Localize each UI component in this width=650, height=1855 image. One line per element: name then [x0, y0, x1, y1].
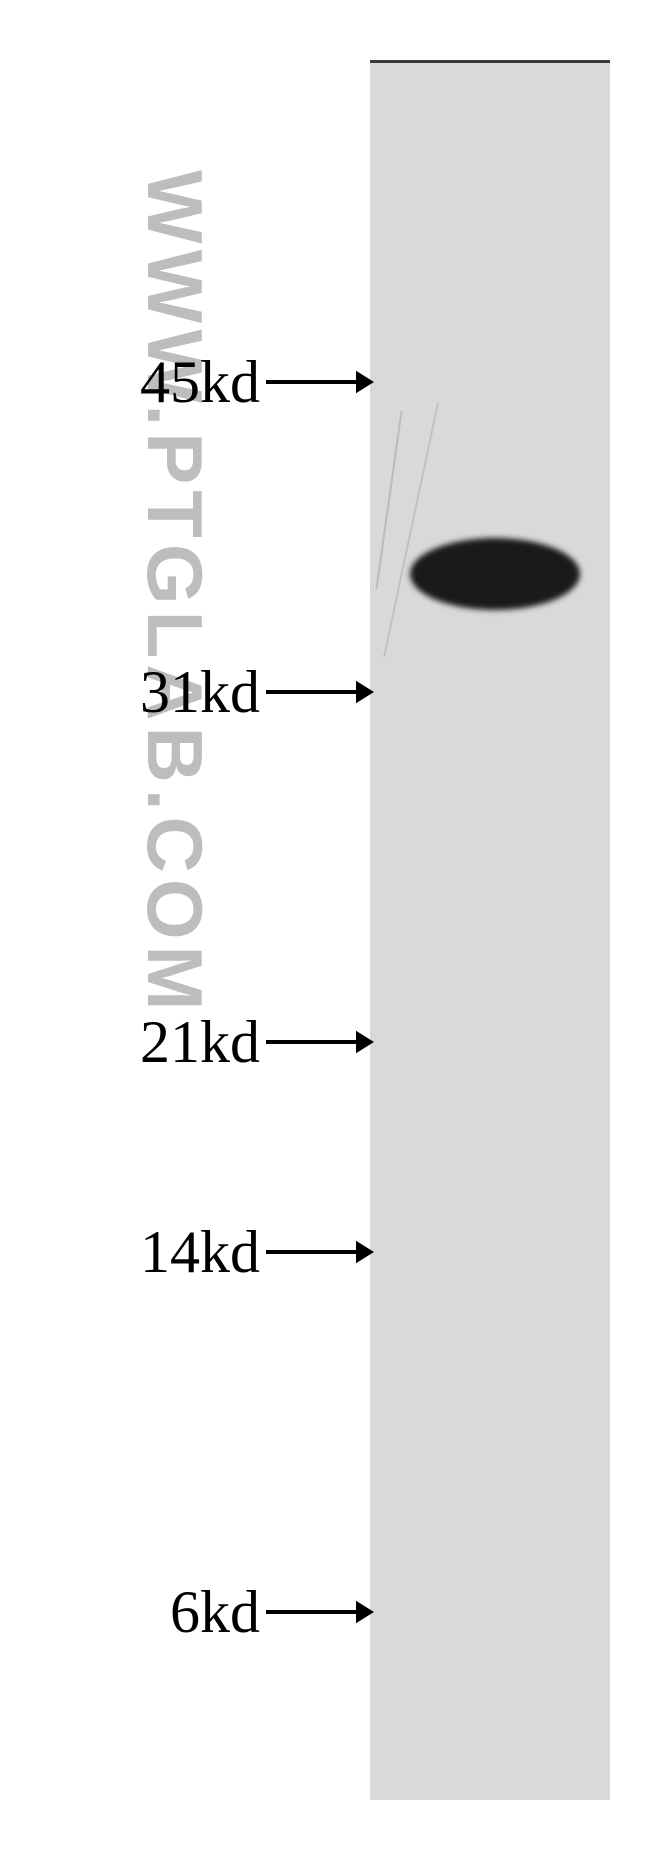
- marker-label: 45kd: [40, 348, 260, 417]
- marker-row: 14kd: [40, 1222, 374, 1282]
- arrow-right-icon: [266, 1582, 374, 1642]
- arrow-right-icon: [266, 352, 374, 412]
- arrow-right-icon: [266, 1222, 374, 1282]
- marker-row: 21kd: [40, 1012, 374, 1072]
- watermark-text: WWW.PTGLAB.COM: [129, 170, 220, 1017]
- marker-row: 31kd: [40, 662, 374, 722]
- blot-lane: [370, 60, 610, 1800]
- arrow-right-icon: [266, 662, 374, 722]
- marker-label: 14kd: [40, 1218, 260, 1287]
- marker-label: 31kd: [40, 658, 260, 727]
- marker-row: 45kd: [40, 352, 374, 412]
- marker-label: 21kd: [40, 1008, 260, 1077]
- arrow-right-icon: [266, 1012, 374, 1072]
- marker-label: 6kd: [40, 1578, 260, 1647]
- marker-row: 6kd: [40, 1582, 374, 1642]
- protein-band: [410, 538, 580, 610]
